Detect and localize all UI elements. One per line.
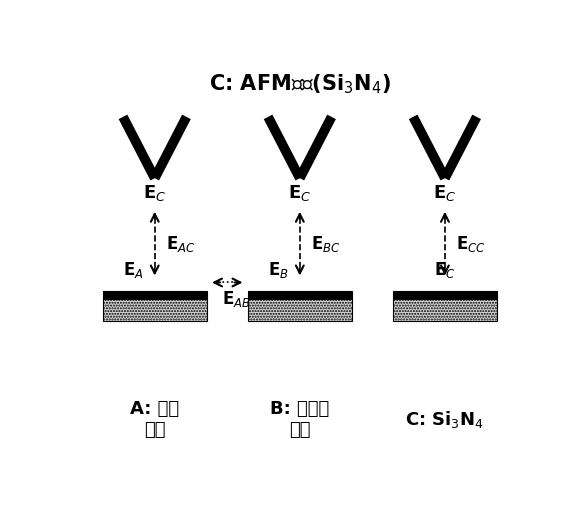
Bar	[102, 290, 207, 321]
Bar	[102, 290, 207, 299]
Text: E$_B$: E$_B$	[268, 260, 288, 280]
Bar	[247, 290, 352, 321]
Text: E$_{AB}$: E$_{AB}$	[222, 289, 251, 310]
Text: E$_A$: E$_A$	[123, 260, 143, 280]
Text: E$_C$: E$_C$	[434, 260, 456, 280]
Text: E$_{BC}$: E$_{BC}$	[311, 234, 340, 254]
Text: C: Si$_3$N$_4$: C: Si$_3$N$_4$	[405, 409, 484, 430]
Text: E$_C$: E$_C$	[288, 183, 311, 202]
Text: E$_C$: E$_C$	[433, 183, 456, 202]
Text: E$_{AC}$: E$_{AC}$	[166, 234, 195, 254]
Bar	[393, 290, 497, 299]
Text: E$_{CC}$: E$_{CC}$	[456, 234, 486, 254]
Bar	[247, 290, 352, 299]
Text: C: AFM探針(Si$_3$N$_4$): C: AFM探針(Si$_3$N$_4$)	[209, 72, 391, 96]
Bar	[393, 290, 497, 321]
Text: B: 高分子
材料: B: 高分子 材料	[270, 400, 329, 439]
Text: A: 無機
材料: A: 無機 材料	[130, 400, 179, 439]
Text: E$_C$: E$_C$	[143, 183, 166, 202]
